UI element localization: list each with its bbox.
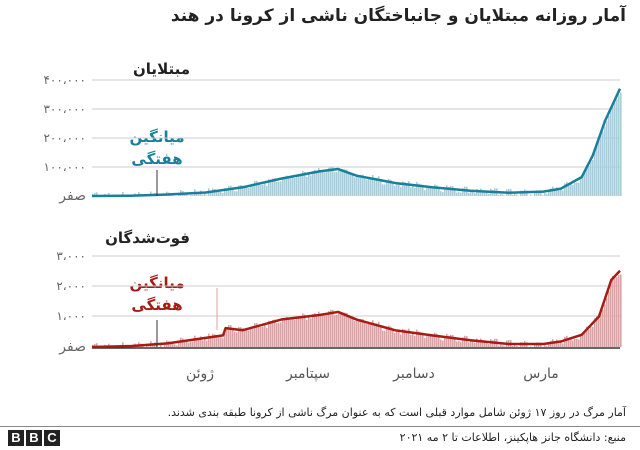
deaths-panel-title: فوت‌شدگان: [105, 229, 190, 247]
cases-average-label-line1: میانگین: [129, 128, 185, 146]
deaths-average-label: میانگین هفتگی: [112, 272, 202, 316]
xtick-december: دسامبر: [393, 366, 435, 382]
deaths-average-label-line1: میانگین: [129, 274, 185, 292]
deaths-area-chart: [91, 269, 622, 349]
cases-ytick-400k: ۴۰۰،۰۰۰: [43, 73, 86, 87]
footnote: آمار مرگ در روز ۱۷ ژوئن شامل موارد قبلی …: [167, 406, 626, 419]
deaths-average-label-line2: هفتگی: [131, 296, 183, 314]
annotation-leaders: [156, 170, 218, 347]
bbc-logo-b1: B: [8, 430, 24, 446]
xtick-june: ژوئن: [185, 366, 215, 382]
bbc-logo: B B C: [8, 430, 60, 446]
cases-panel-title: مبتلایان: [133, 60, 190, 78]
cases-average-label-line2: هفتگی: [131, 150, 183, 168]
source-text: منبع: دانشگاه جانز هاپکینز، اطلاعات تا ۲…: [399, 431, 626, 444]
xtick-march: مارس: [523, 366, 559, 382]
cases-area-chart: [91, 88, 622, 198]
bbc-logo-b2: B: [26, 430, 42, 446]
deaths-ytick-2000: ۲،۰۰۰: [56, 279, 86, 293]
deaths-ytick-3000: ۳،۰۰۰: [56, 249, 86, 263]
xtick-september: سپتامبر: [286, 366, 330, 382]
cases-ytick-300k: ۳۰۰،۰۰۰: [43, 102, 86, 116]
cases-average-label: میانگین هفتگی: [112, 126, 202, 170]
cases-ytick-100k: ۱۰۰،۰۰۰: [43, 160, 86, 174]
cases-ytick-zero: صفر: [59, 188, 86, 204]
bbc-logo-c: C: [44, 430, 60, 446]
gridlines: [92, 79, 620, 349]
chart-title: آمار روزانه مبتلایان و جانباختگان ناشی ا…: [170, 6, 626, 26]
deaths-ytick-zero: صفر: [59, 339, 86, 355]
footer-divider: [0, 426, 640, 427]
deaths-ytick-1000: ۱،۰۰۰: [56, 309, 86, 323]
cases-ytick-200k: ۲۰۰،۰۰۰: [43, 131, 86, 145]
